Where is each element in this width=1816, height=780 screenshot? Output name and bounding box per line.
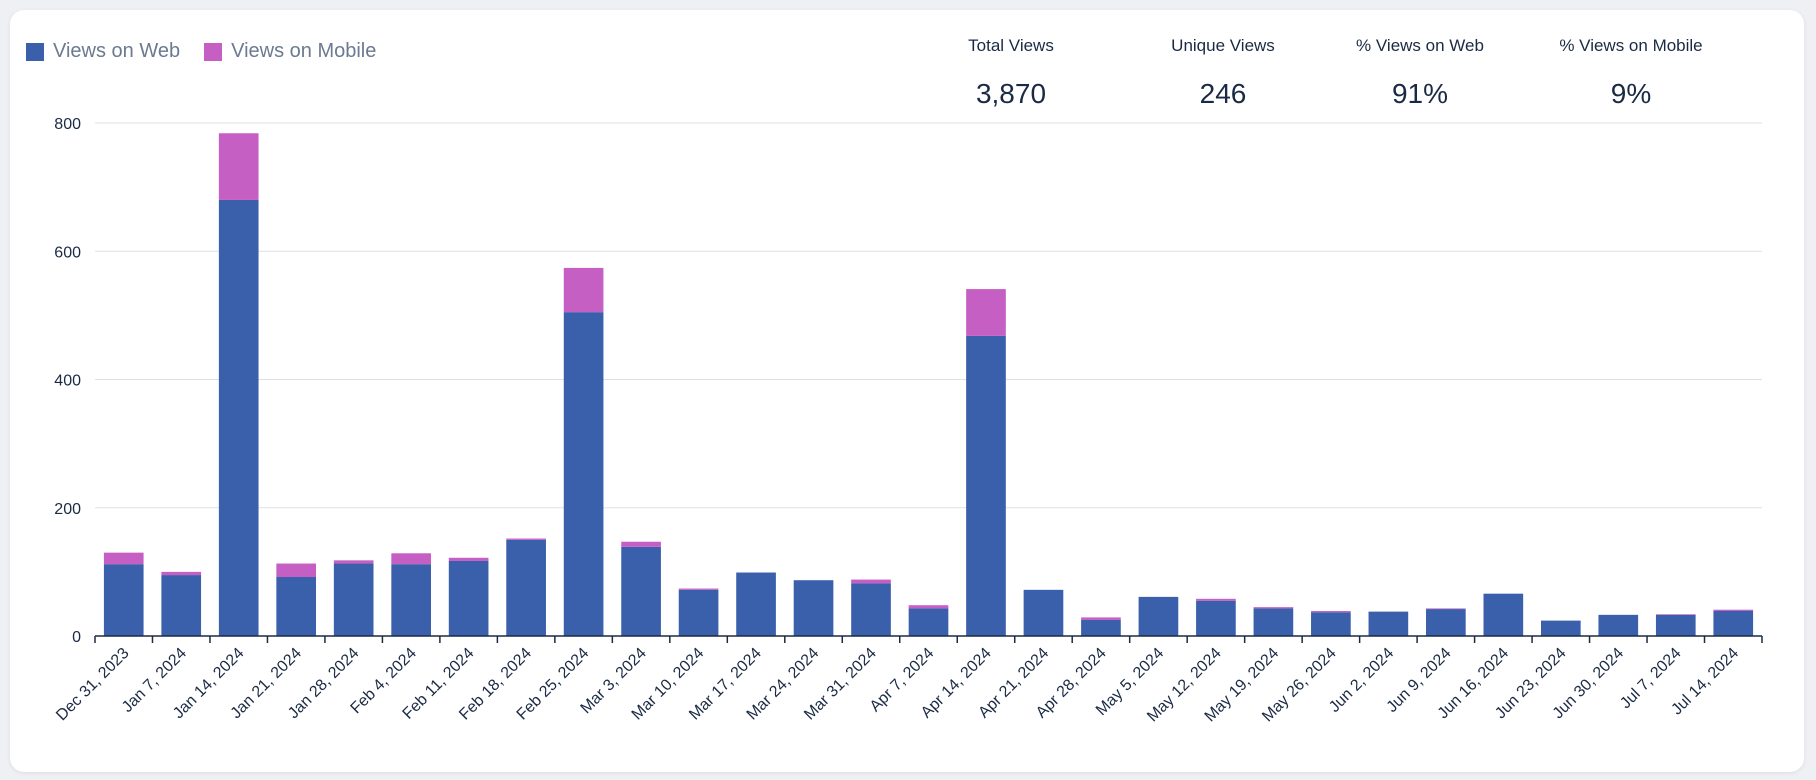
bar-mobile xyxy=(161,571,202,576)
stat-label: Unique Views xyxy=(1171,36,1275,55)
bar-web xyxy=(1311,612,1351,636)
bar-mobile xyxy=(448,557,489,561)
stat-pct-web: % Views on Web 91% xyxy=(1320,36,1520,110)
legend-item-web[interactable]: Views on Web xyxy=(26,40,180,63)
bar-web xyxy=(1253,608,1294,636)
bar-web xyxy=(966,335,1006,636)
bar-mobile xyxy=(103,552,144,565)
bar-web xyxy=(908,608,949,636)
bar-web xyxy=(448,560,489,636)
stat-value: 91% xyxy=(1391,78,1449,109)
legend-mobile-label: Views on Mobile xyxy=(231,40,377,62)
bar-mobile xyxy=(1196,598,1236,601)
bar-web xyxy=(506,539,546,636)
stat-label: % Views on Web xyxy=(1356,36,1484,55)
bar-web xyxy=(678,589,719,636)
bar-mobile xyxy=(1655,614,1696,615)
stat-value: 3,870 xyxy=(975,78,1047,109)
bar-mobile xyxy=(563,267,604,313)
legend-web-label: Views on Web xyxy=(53,40,181,62)
stat-value: 9% xyxy=(1610,78,1652,109)
bar-web xyxy=(1023,589,1064,636)
bar-mobile xyxy=(851,579,891,584)
bar-mobile xyxy=(333,560,374,564)
stats-panel: Total Views 3,870 Unique Views 246 % Vie… xyxy=(0,36,1816,116)
web-swatch xyxy=(26,42,44,61)
bar-mobile xyxy=(1426,608,1466,610)
bar-web xyxy=(218,199,259,636)
x-tick-label: Dec 31, 2023 xyxy=(53,645,132,724)
mobile-swatch xyxy=(204,42,223,61)
bar-mobile xyxy=(1253,607,1294,609)
bar-mobile xyxy=(678,588,719,590)
bar-web xyxy=(621,546,661,636)
bar-web xyxy=(161,575,202,636)
stat-unique-views: Unique Views 246 xyxy=(1123,36,1323,110)
legend: Views on Web Views on Mobile xyxy=(26,40,376,63)
stat-label: % Views on Mobile xyxy=(1559,36,1703,55)
bar-web xyxy=(1081,619,1121,636)
stat-total-views: Total Views 3,870 xyxy=(911,36,1111,110)
bar-web xyxy=(1713,610,1754,636)
stat-pct-mobile: % Views on Mobile 9% xyxy=(1531,36,1731,110)
y-tick-label: 200 xyxy=(54,501,81,518)
bar-mobile xyxy=(1311,610,1351,613)
legend-item-mobile[interactable]: Views on Mobile xyxy=(204,40,376,63)
bar-web xyxy=(1655,614,1696,636)
bar-mobile xyxy=(218,133,259,200)
bar-mobile xyxy=(1081,617,1121,620)
bar-mobile xyxy=(621,541,661,547)
stat-label: Total Views xyxy=(968,36,1054,55)
bar-mobile xyxy=(1713,609,1754,611)
chart-card xyxy=(10,10,1804,772)
y-tick-label: 600 xyxy=(54,244,81,261)
bar-web xyxy=(333,563,374,636)
bar-web xyxy=(1483,593,1524,636)
y-tick-label: 400 xyxy=(54,373,81,390)
y-tick-label: 800 xyxy=(54,116,81,133)
bar-mobile xyxy=(391,553,431,565)
bar-mobile xyxy=(908,605,949,609)
bar-web xyxy=(851,583,891,636)
bar-web xyxy=(1196,600,1236,636)
bar-web xyxy=(103,564,144,636)
bar-mobile xyxy=(506,538,546,540)
y-tick-label: 0 xyxy=(72,629,81,646)
bar-web xyxy=(1138,596,1179,636)
bar-web xyxy=(1540,620,1581,636)
bar-web xyxy=(563,312,604,636)
bar-mobile xyxy=(276,563,317,578)
bar-web xyxy=(1368,611,1409,636)
bar-web xyxy=(793,580,834,636)
bar-web xyxy=(391,564,431,636)
bar-web xyxy=(1426,609,1466,636)
bar-mobile xyxy=(966,289,1006,336)
bar-web xyxy=(736,572,776,636)
stat-value: 246 xyxy=(1199,78,1247,109)
bar-web xyxy=(1598,614,1639,636)
bar-web xyxy=(276,577,317,636)
